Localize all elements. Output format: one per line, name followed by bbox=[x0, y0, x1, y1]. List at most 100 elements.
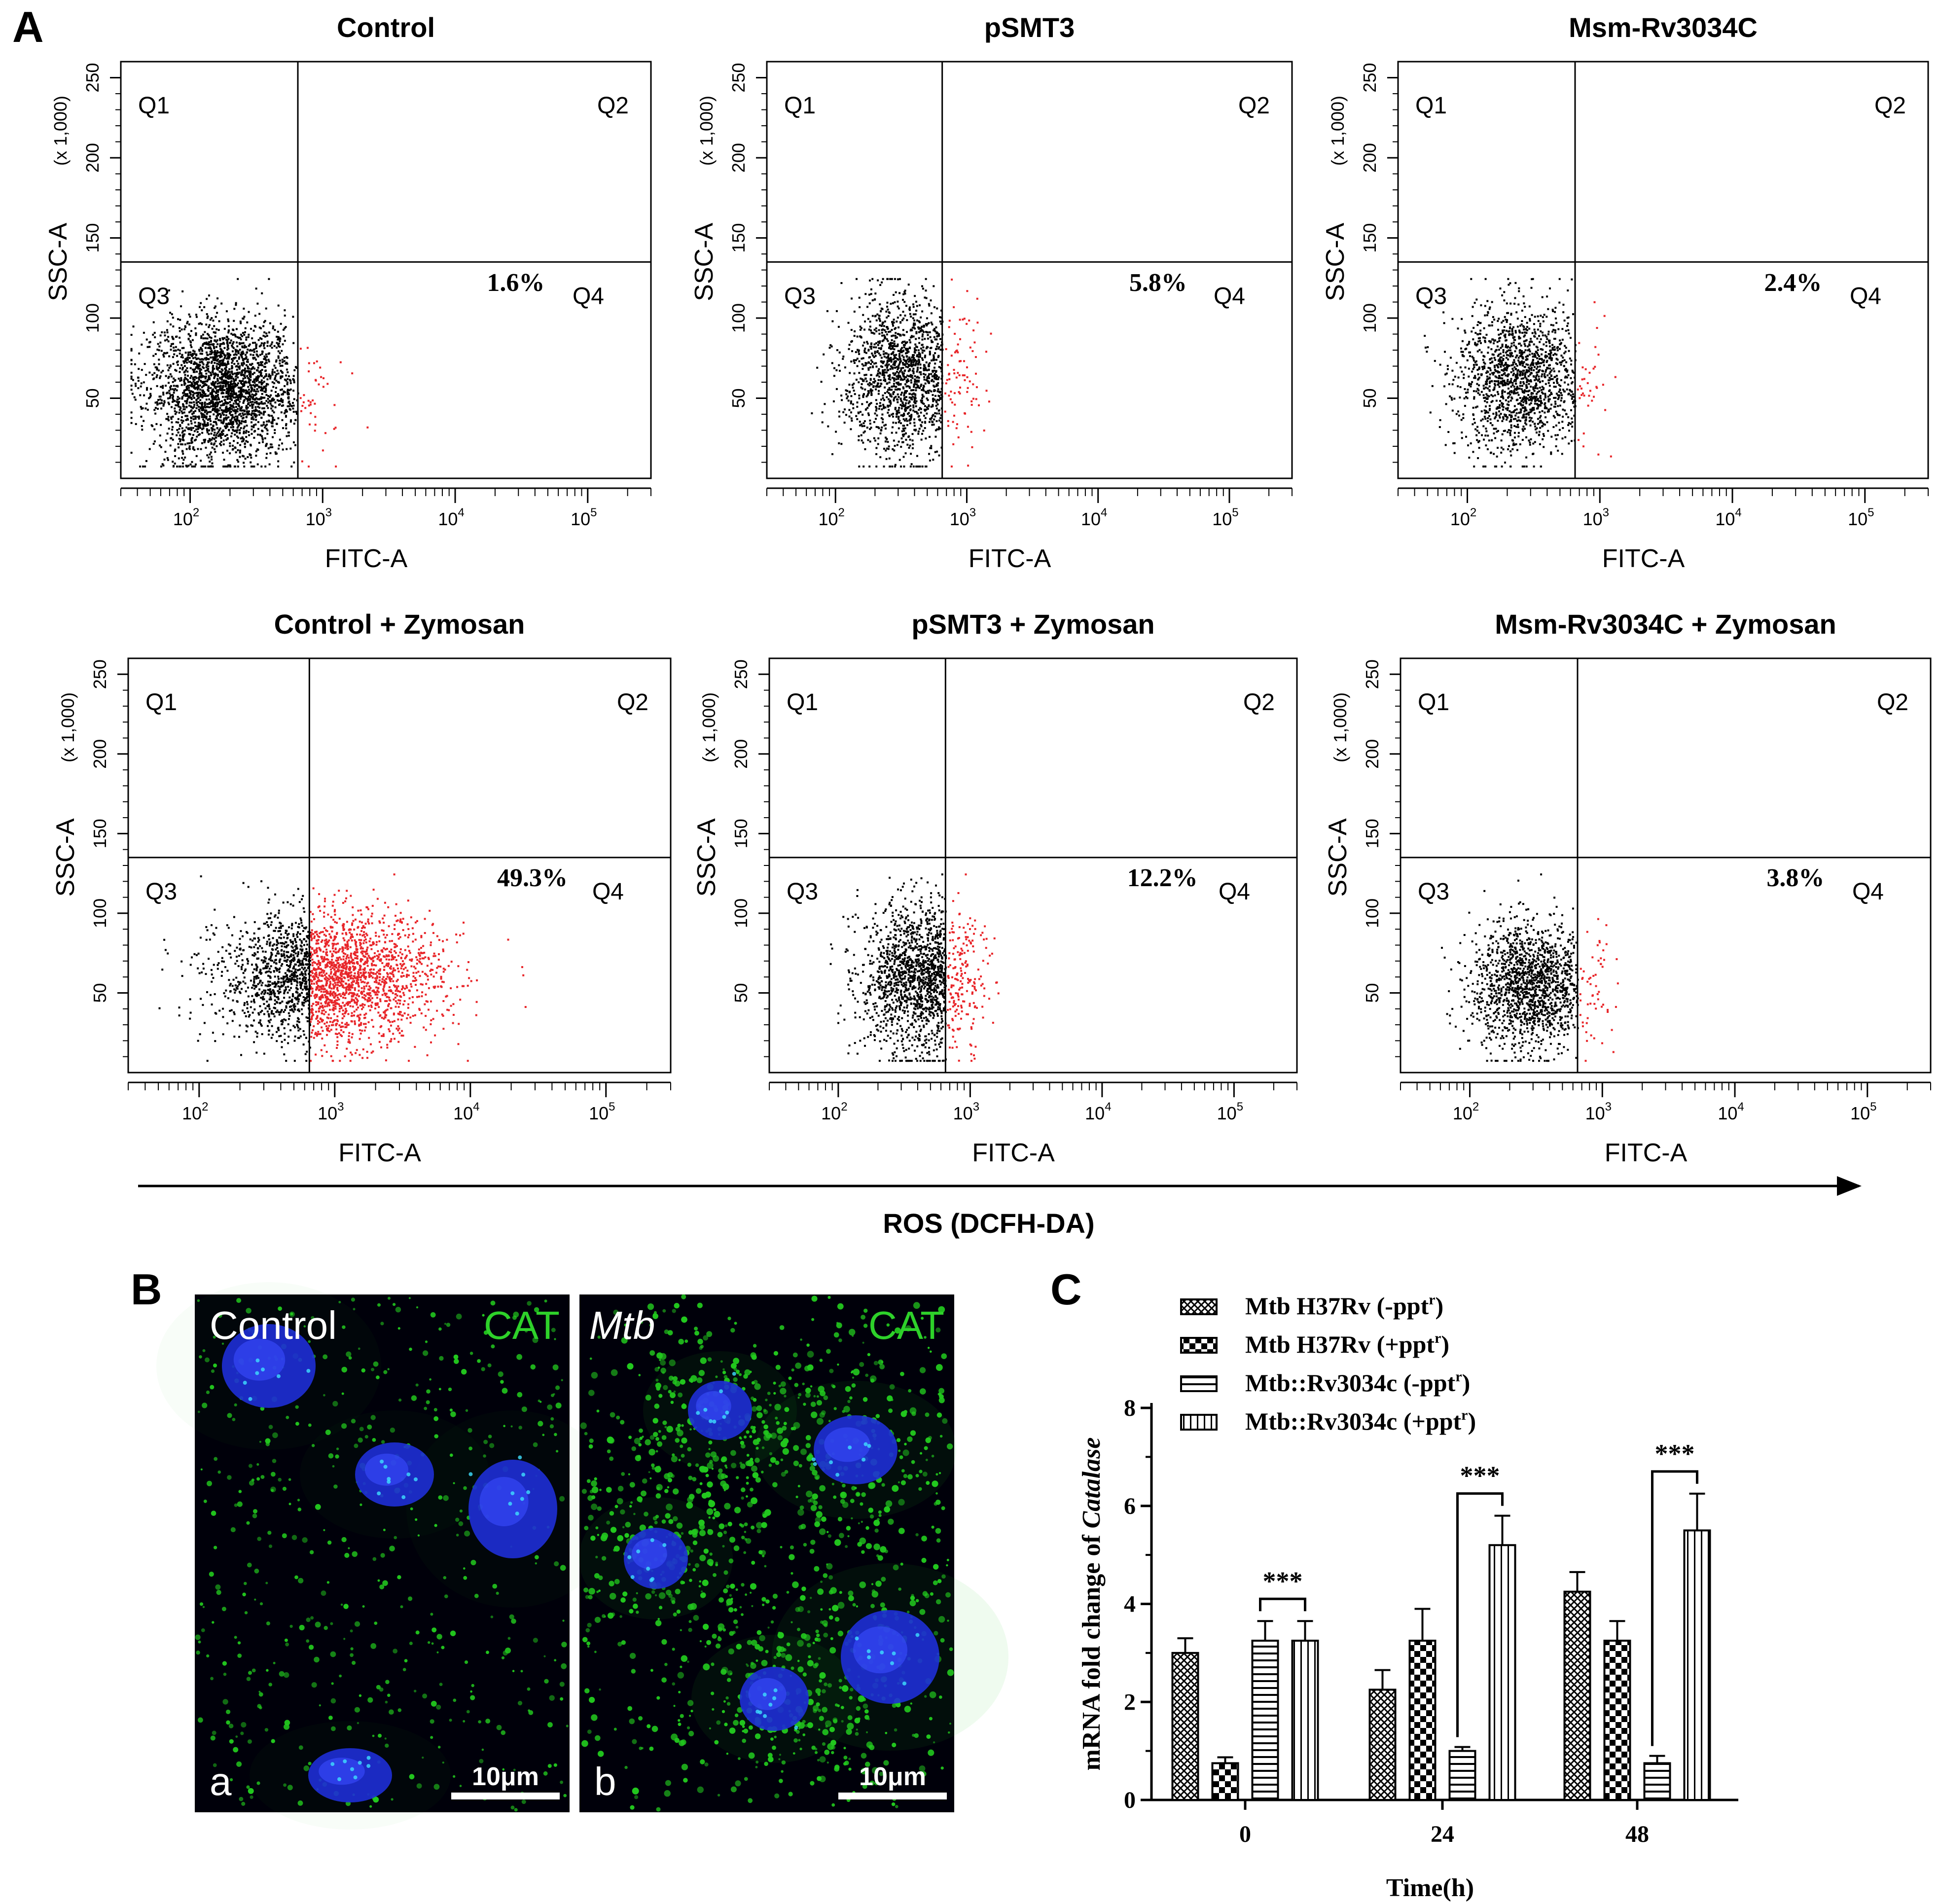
bar-y-tick-label: 8 bbox=[1124, 1395, 1136, 1421]
y-tick-label: 50 bbox=[90, 983, 110, 1003]
x-tick-label: 102 bbox=[182, 1100, 208, 1123]
y-tick-label: 200 bbox=[1360, 143, 1380, 173]
quadrant-label-q1: Q1 bbox=[784, 93, 816, 119]
y-axis-title: SSC-A bbox=[51, 818, 80, 897]
bar-vlines bbox=[1490, 1545, 1515, 1800]
panel-letter-b: B bbox=[131, 1265, 162, 1314]
x-axis-title: FITC-A bbox=[972, 1139, 1055, 1167]
y-tick-label: 50 bbox=[82, 388, 103, 408]
bar-checker bbox=[1213, 1763, 1238, 1800]
x-tick-label: 105 bbox=[589, 1100, 615, 1123]
x-tick-label: 102 bbox=[819, 506, 845, 529]
y-axis-multiplier: (x 1,000) bbox=[699, 692, 719, 762]
x-tick-label: 102 bbox=[1450, 506, 1476, 529]
plot-frame bbox=[1398, 62, 1928, 478]
quadrant-label-q1: Q1 bbox=[1415, 93, 1447, 119]
y-tick-label: 50 bbox=[1362, 983, 1382, 1003]
x-tick-label: 105 bbox=[1217, 1100, 1243, 1123]
x-tick-label: 105 bbox=[1850, 1100, 1876, 1123]
microscopy-panel-control: Control CAT a 10μm bbox=[156, 1282, 619, 1830]
y-tick-label: 100 bbox=[731, 898, 751, 928]
x-tick-label: 104 bbox=[453, 1100, 479, 1123]
micro-a-letter: a bbox=[210, 1760, 232, 1803]
x-tick-label: 103 bbox=[306, 506, 332, 529]
q4-percentage: 5.8% bbox=[1129, 269, 1187, 297]
bar-x-tick-label: 0 bbox=[1239, 1821, 1251, 1847]
y-tick-label: 150 bbox=[82, 223, 103, 252]
legend-entry: Mtb H37Rv (+pptr) bbox=[1245, 1330, 1449, 1358]
y-tick-label: 100 bbox=[90, 898, 110, 928]
flow-plot-title: Msm-Rv3034C + Zymosan bbox=[1495, 609, 1836, 640]
significance-stars: *** bbox=[1460, 1461, 1500, 1491]
y-tick-label: 50 bbox=[728, 388, 749, 408]
y-tick-label: 50 bbox=[1360, 388, 1380, 408]
x-tick-label: 103 bbox=[318, 1100, 344, 1123]
bar-y-tick-label: 4 bbox=[1124, 1591, 1136, 1617]
quadrant-label-q4: Q4 bbox=[1219, 879, 1250, 905]
micro-a-channel: CAT bbox=[484, 1303, 560, 1347]
y-tick-label: 250 bbox=[82, 63, 103, 92]
plot-frame bbox=[1401, 658, 1931, 1073]
flow-plot-title: Control bbox=[337, 12, 435, 43]
x-tick-label: 102 bbox=[1453, 1100, 1479, 1123]
flow-plot-title: Msm-Rv3034C bbox=[1569, 12, 1758, 43]
bar-crosshatch bbox=[1173, 1653, 1198, 1800]
y-tick-label: 100 bbox=[728, 303, 749, 333]
legend-entry: Mtb H37Rv (-pptr) bbox=[1245, 1292, 1443, 1320]
y-tick-label: 250 bbox=[728, 63, 749, 92]
quadrant-label-q1: Q1 bbox=[145, 689, 177, 716]
bar-x-tick-label: 48 bbox=[1625, 1821, 1649, 1847]
x-tick-label: 105 bbox=[1212, 506, 1238, 529]
micro-b-letter: b bbox=[594, 1760, 616, 1803]
y-axis-title: SSC-A bbox=[1324, 818, 1352, 897]
bar-checker bbox=[1605, 1641, 1630, 1800]
q4-percentage: 3.8% bbox=[1766, 864, 1824, 892]
quadrant-label-q3: Q3 bbox=[145, 879, 177, 905]
quadrant-label-q3: Q3 bbox=[1415, 283, 1447, 309]
y-tick-label: 250 bbox=[1360, 63, 1380, 92]
quadrant-label-q2: Q2 bbox=[1238, 93, 1270, 119]
micro-a-title: Control bbox=[210, 1303, 337, 1347]
q4-percentage: 12.2% bbox=[1127, 864, 1198, 892]
flow-plot-title: Control + Zymosan bbox=[274, 609, 525, 640]
quadrant-label-q4: Q4 bbox=[573, 283, 604, 309]
y-axis-multiplier: (x 1,000) bbox=[696, 96, 717, 166]
y-axis-multiplier: (x 1,000) bbox=[50, 96, 71, 166]
x-tick-label: 102 bbox=[821, 1100, 847, 1123]
x-tick-label: 103 bbox=[1583, 506, 1609, 529]
y-tick-label: 200 bbox=[731, 739, 751, 769]
flow-plot-title: pSMT3 + Zymosan bbox=[911, 609, 1154, 640]
bar-vlines bbox=[1685, 1530, 1710, 1800]
y-axis-title: SSC-A bbox=[1321, 222, 1350, 301]
x-axis: 102 103 104 105 FITC-A bbox=[769, 1082, 1297, 1167]
y-tick-label: 250 bbox=[90, 659, 110, 689]
x-tick-label: 103 bbox=[1585, 1100, 1612, 1123]
quadrant-label-q2: Q2 bbox=[1243, 689, 1275, 716]
quadrant-label-q1: Q1 bbox=[1418, 689, 1449, 716]
x-tick-label: 103 bbox=[953, 1100, 979, 1123]
q4-percentage: 2.4% bbox=[1764, 269, 1822, 297]
y-tick-label: 150 bbox=[1362, 819, 1382, 848]
bar-checker bbox=[1410, 1641, 1436, 1800]
x-tick-label: 103 bbox=[950, 506, 976, 529]
x-tick-label: 104 bbox=[1715, 506, 1741, 529]
scatter-points bbox=[1441, 873, 1619, 1062]
x-tick-label: 104 bbox=[1718, 1100, 1744, 1123]
quadrant-label-q2: Q2 bbox=[597, 93, 629, 119]
x-tick-label: 104 bbox=[1085, 1100, 1111, 1123]
bar-hlines bbox=[1645, 1763, 1670, 1800]
ros-axis-label: ROS (DCFH-DA) bbox=[883, 1208, 1094, 1239]
legend-swatch bbox=[1181, 1415, 1217, 1430]
y-tick-label: 100 bbox=[1360, 303, 1380, 333]
y-tick-label: 200 bbox=[82, 143, 103, 173]
